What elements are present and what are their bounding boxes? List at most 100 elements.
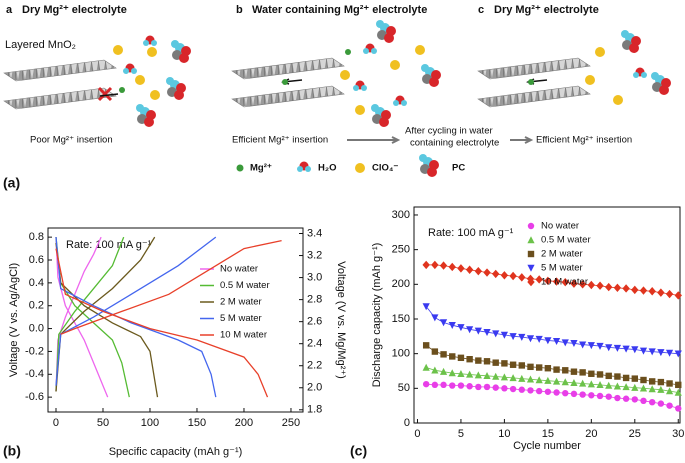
legend-label: 0.5 M water xyxy=(220,280,270,291)
panel-letter: b xyxy=(236,4,243,16)
point xyxy=(457,324,465,332)
point xyxy=(544,337,552,345)
point xyxy=(527,387,534,394)
point xyxy=(449,382,456,389)
point xyxy=(448,262,456,272)
point xyxy=(457,354,465,362)
legend-swatch xyxy=(527,264,535,272)
point xyxy=(457,264,465,273)
point xyxy=(605,282,613,292)
point xyxy=(562,367,569,374)
point xyxy=(500,373,509,381)
x-tick-label: 250 xyxy=(282,417,300,429)
annotation: Rate: 100 mA g⁻¹ xyxy=(66,239,152,251)
panel-title: Dry Mg²⁺ electrolyte xyxy=(494,4,599,16)
point xyxy=(466,356,473,363)
x-tick-label: 20 xyxy=(585,428,597,440)
x-tick-label: 10 xyxy=(498,428,510,440)
point xyxy=(518,386,525,393)
point xyxy=(466,326,474,334)
caption: Efficient Mg²⁺ insertion xyxy=(232,135,328,146)
point xyxy=(475,357,482,364)
transition-text: After cycling in water xyxy=(405,126,493,137)
y-tick-label: 100 xyxy=(392,348,410,360)
point xyxy=(526,335,535,343)
point xyxy=(587,342,595,350)
point xyxy=(640,397,647,405)
point xyxy=(570,378,578,386)
y2-tick-label: 1.8 xyxy=(307,404,322,416)
point xyxy=(622,284,630,293)
point xyxy=(570,390,578,398)
point xyxy=(579,341,587,349)
series-line xyxy=(55,239,282,398)
point xyxy=(657,349,665,357)
plot-frame xyxy=(47,227,304,413)
legend-label: 0.5 M water xyxy=(541,235,591,246)
point xyxy=(475,383,482,391)
point xyxy=(605,344,613,352)
point xyxy=(605,372,612,380)
caption: Efficient Mg²⁺ insertion xyxy=(536,135,632,146)
legend-icon xyxy=(236,164,244,172)
panel-label: (a) xyxy=(3,175,20,191)
point xyxy=(665,349,674,357)
legend-label: 5 M water xyxy=(541,263,583,274)
point xyxy=(535,275,543,284)
point xyxy=(518,374,526,382)
point xyxy=(605,381,613,389)
series-line xyxy=(55,236,217,398)
point xyxy=(657,400,665,407)
point xyxy=(674,291,682,300)
y2-tick-label: 2.2 xyxy=(307,360,322,372)
series-line xyxy=(55,236,109,398)
point xyxy=(483,268,491,277)
y-tick-label: 0 xyxy=(404,417,410,429)
schematic: a Dry Mg²⁺ electrolyte b Water containin… xyxy=(3,4,671,177)
point xyxy=(544,388,552,395)
y2-tick-label: 3.2 xyxy=(307,249,322,261)
x-tick-label: 25 xyxy=(629,428,641,440)
transition-text: containing electrolyte xyxy=(410,138,499,149)
point xyxy=(639,286,648,295)
point xyxy=(674,388,682,396)
point xyxy=(483,358,491,365)
point xyxy=(422,303,430,311)
point xyxy=(648,287,656,296)
legend-label: ClO₄⁻ xyxy=(372,163,398,174)
layer xyxy=(3,59,117,82)
point xyxy=(553,366,560,373)
point xyxy=(500,271,509,280)
point xyxy=(492,372,500,380)
point xyxy=(657,385,665,393)
point xyxy=(657,288,665,297)
y-tick-label: 0.2 xyxy=(29,300,44,312)
point xyxy=(622,345,630,353)
point xyxy=(431,314,439,322)
point xyxy=(465,265,474,274)
point xyxy=(526,375,535,383)
point xyxy=(422,260,430,270)
point xyxy=(440,351,447,358)
legend-label: No water xyxy=(220,264,258,275)
x-tick-label: 0 xyxy=(414,428,420,440)
point xyxy=(501,385,508,392)
point xyxy=(431,260,439,270)
point xyxy=(674,350,682,358)
point xyxy=(483,328,491,336)
series-line xyxy=(425,306,679,355)
layer xyxy=(477,85,591,108)
point xyxy=(648,378,656,385)
x-tick-label: 150 xyxy=(188,417,206,429)
point xyxy=(666,402,673,409)
layer xyxy=(477,57,591,80)
point xyxy=(466,383,473,390)
panel-title: Dry Mg²⁺ electrolyte xyxy=(22,4,127,16)
x-tick-label: 100 xyxy=(141,417,159,429)
point xyxy=(431,381,439,389)
legend-swatch xyxy=(527,277,535,287)
y-tick-label: 0.0 xyxy=(29,322,44,334)
point xyxy=(605,393,612,400)
y-tick-label: -0.2 xyxy=(25,345,44,357)
point xyxy=(552,377,561,385)
